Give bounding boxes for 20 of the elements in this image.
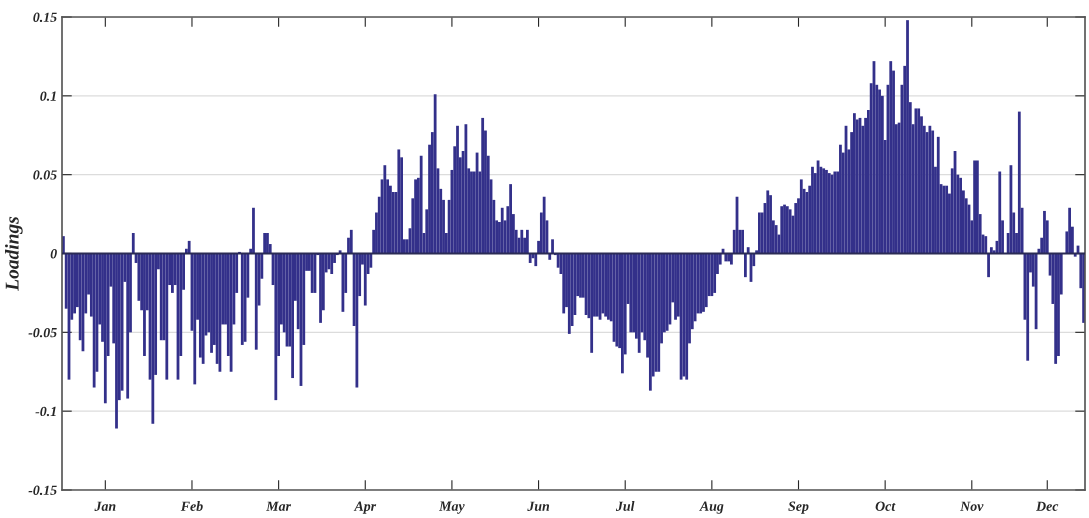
y-tick-label: 0.1: [40, 91, 56, 101]
x-tick-label: Jan: [94, 501, 116, 511]
y-tick-label: 0.15: [33, 12, 57, 23]
y-tick-label: -0.15: [28, 485, 57, 496]
x-tick-label: Sep: [788, 501, 809, 514]
x-tick-label: Oct: [875, 501, 896, 511]
x-tick-label: Dec: [1035, 501, 1059, 511]
x-tick-label: Aug: [699, 501, 724, 514]
y-tick-label: 0: [50, 249, 57, 259]
x-tick-label: Jul: [615, 501, 635, 511]
y-tick-label: -0.05: [28, 327, 57, 338]
x-tick-label: Nov: [960, 501, 984, 511]
y-tick-label: -0.1: [35, 406, 56, 417]
x-tick-label: Jun: [527, 501, 550, 511]
x-tick-label: May: [439, 501, 465, 514]
x-tick-label: Feb: [180, 501, 203, 511]
y-tick-label: 0.05: [33, 170, 57, 180]
x-tick-label: Mar: [266, 501, 292, 511]
x-tick-label: Apr: [353, 501, 377, 514]
y-axis-title: Loadings: [5, 216, 23, 291]
